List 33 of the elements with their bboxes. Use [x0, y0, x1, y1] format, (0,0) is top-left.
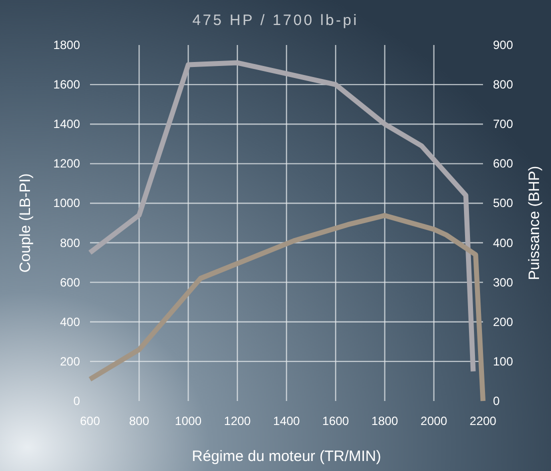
y-tick-label: 600 — [60, 275, 80, 290]
y-tick-label: 1000 — [53, 196, 80, 210]
y-tick-label: 1200 — [53, 156, 80, 171]
y2-tick-label: 0 — [493, 394, 500, 408]
y-tick-label: 0 — [73, 394, 80, 408]
x-tick-label: 1000 — [174, 414, 202, 428]
y2-tick-label: 400 — [493, 236, 514, 250]
y-tick-label: 800 — [60, 236, 80, 250]
y-tick-label: 1800 — [53, 38, 80, 52]
x-tick-label: 800 — [129, 414, 150, 428]
y-tick-label: 400 — [60, 314, 80, 329]
x-tick-label: 1800 — [371, 414, 398, 428]
y-axis-title: Couple (LB-PI) — [17, 173, 34, 273]
y2-tick-label: 100 — [493, 354, 514, 368]
y2-tick-label: 800 — [493, 78, 514, 92]
y-tick-label: 1600 — [53, 78, 80, 92]
x-axis-title: Régime du moteur (TR/MIN) — [192, 448, 382, 465]
y2-tick-label: 200 — [493, 314, 514, 329]
y2-tick-label: 300 — [493, 275, 514, 290]
y-tick-label: 1400 — [53, 117, 80, 132]
x-tick-label: 2200 — [470, 414, 497, 428]
y2-axis-title: Puissance (BHP) — [526, 166, 543, 280]
x-tick-label: 1200 — [224, 414, 252, 428]
x-tick-label: 1600 — [322, 414, 350, 428]
chart-title: 475 HP / 1700 lb-pi — [192, 12, 359, 29]
y2-tick-label: 900 — [493, 38, 514, 52]
y-tick-label: 200 — [60, 354, 80, 368]
x-tick-label: 2000 — [420, 414, 448, 428]
y2-tick-label: 700 — [493, 117, 514, 132]
y2-tick-label: 600 — [493, 156, 514, 171]
x-tick-label: 600 — [80, 414, 100, 428]
x-tick-label: 1400 — [273, 414, 300, 428]
y2-tick-label: 500 — [493, 196, 514, 210]
